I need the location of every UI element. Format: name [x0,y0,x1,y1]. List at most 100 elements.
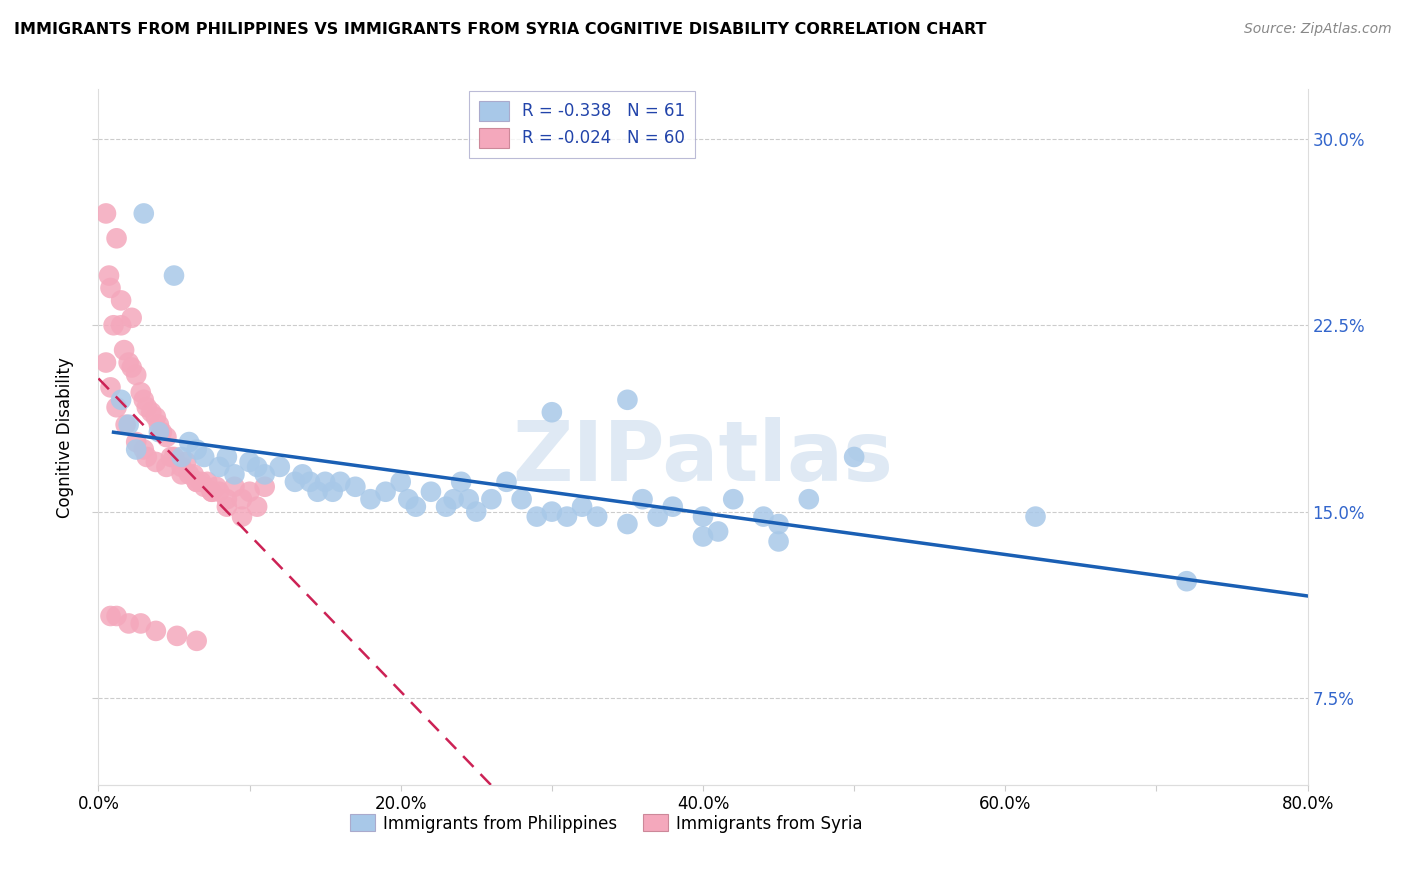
Point [586,509,609,524]
Point [768,516,790,531]
Point [155,430,177,444]
Legend: Immigrants from Philippines, Immigrants from Syria: Immigrants from Philippines, Immigrants … [343,808,869,839]
Point [132,442,155,457]
Point [246,500,269,514]
Point [112,343,135,358]
Point [707,524,730,539]
Point [224,480,246,494]
Point [163,450,186,464]
Point [631,492,654,507]
Point [118,417,141,432]
Point [322,484,344,499]
Point [231,509,253,524]
Point [434,500,457,514]
Point [125,368,148,382]
Point [526,509,548,524]
Point [110,293,132,308]
Point [105,609,128,624]
Point [291,467,314,482]
Point [481,492,503,507]
Point [616,392,638,407]
Point [132,206,155,220]
Point [239,455,262,469]
Point [195,475,218,489]
Point [253,467,276,482]
Point [110,318,132,333]
Point [215,492,238,507]
Point [224,467,246,482]
Point [145,624,167,638]
Point [145,455,167,469]
Point [174,455,197,469]
Point [135,450,157,464]
Point [132,392,155,407]
Point [163,268,186,283]
Text: Source: ZipAtlas.com: Source: ZipAtlas.com [1244,22,1392,37]
Point [692,529,714,543]
Point [114,417,136,432]
Point [179,435,201,450]
Point [129,616,152,631]
Point [105,401,128,415]
Point [208,459,231,474]
Point [374,484,396,499]
Point [299,475,322,489]
Point [768,534,790,549]
Point [253,480,276,494]
Point [208,484,231,499]
Point [555,509,578,524]
Point [465,505,488,519]
Point [110,392,132,407]
Point [1175,574,1198,589]
Point [186,442,208,457]
Point [94,206,117,220]
Point [186,475,208,489]
Point [201,484,224,499]
Point [125,442,148,457]
Point [360,492,382,507]
Point [118,355,141,369]
Point [94,355,117,369]
Point [396,492,419,507]
Point [844,450,866,464]
Point [98,268,121,283]
Point [201,484,224,499]
Point [129,385,152,400]
Point [723,492,745,507]
Point [307,484,329,499]
Point [100,380,122,394]
Point [616,516,638,531]
Point [141,405,163,419]
Point [121,360,143,375]
Point [450,475,472,489]
Point [797,492,820,507]
Point [329,475,352,489]
Point [170,450,193,464]
Point [100,281,122,295]
Text: IMMIGRANTS FROM PHILIPPINES VS IMMIGRANTS FROM SYRIA COGNITIVE DISABILITY CORREL: IMMIGRANTS FROM PHILIPPINES VS IMMIGRANT… [14,22,987,37]
Point [166,629,188,643]
Point [284,475,307,489]
Point [186,633,208,648]
Point [170,467,193,482]
Point [179,467,201,482]
Point [193,480,215,494]
Point [540,505,562,519]
Point [150,425,173,439]
Point [155,459,177,474]
Point [145,410,167,425]
Point [121,310,143,325]
Point [314,475,336,489]
Point [160,450,183,464]
Text: ZIPatlas: ZIPatlas [513,417,893,499]
Point [170,459,193,474]
Point [457,492,479,507]
Point [205,480,228,494]
Point [103,318,125,333]
Point [269,459,291,474]
Y-axis label: Cognitive Disability: Cognitive Disability [56,357,75,517]
Point [495,475,517,489]
Point [246,459,269,474]
Point [540,405,562,419]
Point [571,500,593,514]
